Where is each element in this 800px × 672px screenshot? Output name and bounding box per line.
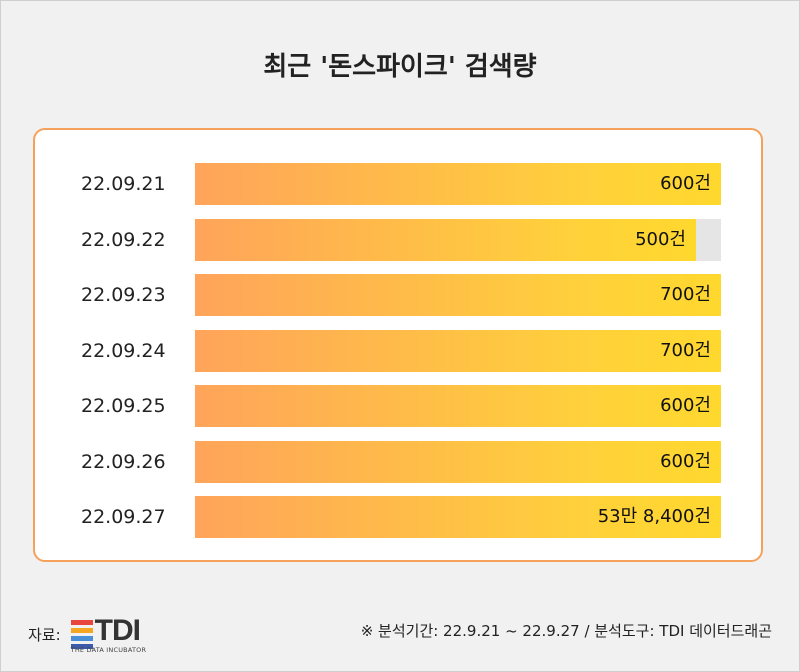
bar: 500건	[195, 218, 696, 261]
bar-row: 22.09.26 600건	[35, 440, 761, 483]
category-label: 22.09.23	[81, 284, 166, 306]
bar: 700건	[195, 274, 721, 316]
logo-stripe	[70, 636, 93, 641]
bar-row: 22.09.25 600건	[35, 385, 761, 427]
source-credit: 자료: TDI THE DATA INCUBATOR	[28, 614, 181, 654]
logo-stripes-icon	[70, 620, 93, 652]
bar-row: 22.09.22 500건	[35, 218, 761, 261]
category-label: 22.09.26	[81, 450, 166, 473]
bar-value-label: 700건	[660, 284, 711, 305]
bar-value-label: 53만 8,400건	[597, 506, 711, 527]
chart-card: 22.09.21 600건 22.09.22 500건 22.09.23 700건 22.0…	[33, 128, 763, 562]
logo-text: TDI	[94, 614, 141, 647]
bar-row: 22.09.23 700건	[35, 274, 761, 316]
category-label: 22.09.27	[81, 506, 166, 528]
bar-row: 22.09.27 53만 8,400건	[35, 496, 761, 538]
bar-track: 600건	[195, 163, 721, 205]
bar-track: 600건	[195, 440, 721, 483]
bar-row: 22.09.21 600건	[35, 163, 761, 205]
bar-value-label: 600건	[660, 173, 711, 194]
logo-subtext: THE DATA INCUBATOR	[70, 646, 147, 654]
category-label: 22.09.24	[81, 339, 166, 362]
bar: 53만 8,400건	[195, 496, 721, 538]
chart-title: 최근 '돈스파이크' 검색량	[263, 52, 537, 82]
bar-track: 600건	[195, 385, 721, 427]
bar: 700건	[195, 329, 721, 372]
category-label: 22.09.25	[81, 395, 166, 417]
logo-stripe	[70, 644, 93, 649]
bar: 600건	[195, 440, 721, 483]
bar-track: 700건	[195, 274, 721, 316]
analysis-note: ※ 분석기간: 22.9.21 ~ 22.9.27 / 분석도구: TDI 데이…	[360, 622, 772, 640]
logo-stripe	[70, 628, 93, 633]
category-label: 22.09.21	[81, 173, 166, 195]
bar: 600건	[195, 385, 721, 427]
logo-stripe	[70, 620, 93, 625]
bar: 600건	[195, 163, 721, 205]
bar-value-label: 700건	[660, 339, 711, 361]
bar-value-label: 600건	[660, 450, 711, 472]
tdi-logo: TDI THE DATA INCUBATOR	[70, 614, 181, 656]
source-label: 자료:	[28, 625, 61, 644]
bar-track: 53만 8,400건	[195, 496, 721, 538]
bar-track: 700건	[195, 329, 721, 372]
bar-value-label: 600건	[660, 395, 711, 416]
bar-track: 500건	[195, 218, 721, 261]
bar-value-label: 500건	[635, 228, 686, 250]
bar-row: 22.09.24 700건	[35, 329, 761, 372]
category-label: 22.09.22	[81, 228, 166, 251]
